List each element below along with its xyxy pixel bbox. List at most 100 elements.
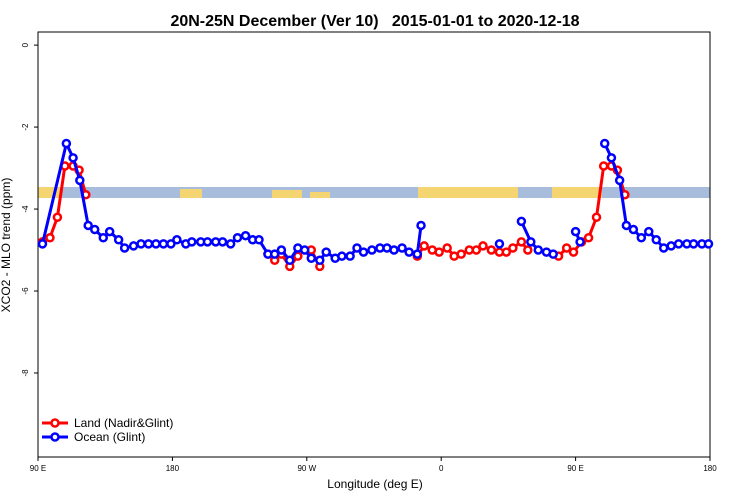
data-point xyxy=(285,255,295,266)
data-point xyxy=(143,239,154,249)
data-point xyxy=(568,247,579,257)
data-point xyxy=(636,232,647,243)
data-point xyxy=(516,237,527,247)
data-point xyxy=(352,243,362,253)
data-point xyxy=(119,243,130,253)
data-point xyxy=(416,220,426,231)
data-point xyxy=(570,226,581,237)
data-point xyxy=(533,245,544,255)
data-point xyxy=(471,245,482,255)
data-point xyxy=(83,220,93,231)
data-point xyxy=(358,247,369,257)
data-point xyxy=(591,212,602,222)
data-point xyxy=(501,247,512,257)
data-point xyxy=(486,245,497,255)
data-point xyxy=(172,235,182,245)
legend-marker xyxy=(50,418,60,428)
data-point xyxy=(456,249,466,259)
data-point xyxy=(523,245,533,255)
legend-label: Ocean (Glint) xyxy=(74,430,145,444)
y-tick-label: 0 xyxy=(21,42,30,47)
data-point xyxy=(404,247,414,257)
data-point xyxy=(367,245,377,255)
data-point xyxy=(561,243,572,253)
chart-title: 20N-25N December (Ver 10) 2015-01-01 to … xyxy=(170,13,579,30)
data-point xyxy=(397,243,407,253)
x-tick-label: 90 E xyxy=(567,464,583,473)
data-point xyxy=(548,249,558,259)
data-point xyxy=(240,230,251,241)
data-point xyxy=(68,153,78,163)
y-tick-label: -6 xyxy=(21,287,30,295)
data-point xyxy=(345,251,355,261)
data-point xyxy=(621,220,632,231)
data-point xyxy=(494,239,505,249)
data-point xyxy=(703,239,714,249)
data-point xyxy=(269,249,280,259)
x-tick-label: 90 E xyxy=(30,464,46,473)
data-point xyxy=(598,161,609,171)
data-point xyxy=(52,212,63,222)
data-point xyxy=(688,239,699,249)
data-point xyxy=(158,239,169,249)
data-point xyxy=(599,138,610,149)
data-point xyxy=(575,237,585,247)
data-point xyxy=(254,235,264,245)
data-point xyxy=(217,237,228,247)
x-axis-label: Longitude (deg E) xyxy=(327,477,422,491)
legend-marker xyxy=(50,432,60,442)
data-point xyxy=(187,237,197,247)
data-point xyxy=(166,239,176,249)
x-tick-label: 180 xyxy=(166,464,180,473)
data-point xyxy=(666,241,676,251)
y-axis-label: XCO2 - MLO trend (ppm) xyxy=(0,178,13,313)
y-tick-label: -8 xyxy=(21,369,30,377)
data-point xyxy=(321,247,331,257)
data-point xyxy=(113,235,124,245)
data-point xyxy=(299,245,310,255)
data-point xyxy=(583,232,594,243)
data-point xyxy=(89,224,100,235)
data-point xyxy=(419,241,429,251)
data-point xyxy=(136,239,146,249)
data-point xyxy=(202,237,213,247)
x-tick-label: 180 xyxy=(703,464,717,473)
data-point xyxy=(478,241,488,251)
data-point xyxy=(442,243,452,253)
data-point xyxy=(412,249,423,259)
y-tick-label: -4 xyxy=(21,205,30,213)
data-point xyxy=(315,255,325,266)
x-tick-label: 0 xyxy=(439,464,444,473)
data-point xyxy=(658,243,669,253)
data-point xyxy=(644,226,654,237)
legend-label: Land (Nadir&Glint) xyxy=(74,416,173,430)
data-point xyxy=(614,175,625,186)
data-point xyxy=(98,232,109,243)
data-point xyxy=(673,239,684,249)
series-line xyxy=(557,164,627,258)
data-point xyxy=(651,235,661,245)
data-point xyxy=(75,175,85,186)
data-point xyxy=(526,237,536,247)
data-point xyxy=(389,245,399,255)
data-point xyxy=(37,239,48,249)
data-point xyxy=(45,232,55,243)
data-point xyxy=(104,226,115,237)
map-strip xyxy=(38,187,710,198)
data-point xyxy=(276,245,287,255)
data-point xyxy=(508,243,518,253)
data-point xyxy=(434,247,444,257)
x-tick-label: 90 W xyxy=(297,464,316,473)
data-point xyxy=(61,138,72,149)
data-point xyxy=(628,224,639,235)
data-point xyxy=(151,239,161,249)
data-point xyxy=(516,216,527,227)
data-point xyxy=(232,232,243,243)
data-point xyxy=(225,239,236,249)
data-point xyxy=(606,153,617,163)
data-point xyxy=(306,253,317,263)
y-tick-label: -2 xyxy=(21,123,30,131)
data-point xyxy=(128,241,139,251)
data-point xyxy=(337,251,347,261)
